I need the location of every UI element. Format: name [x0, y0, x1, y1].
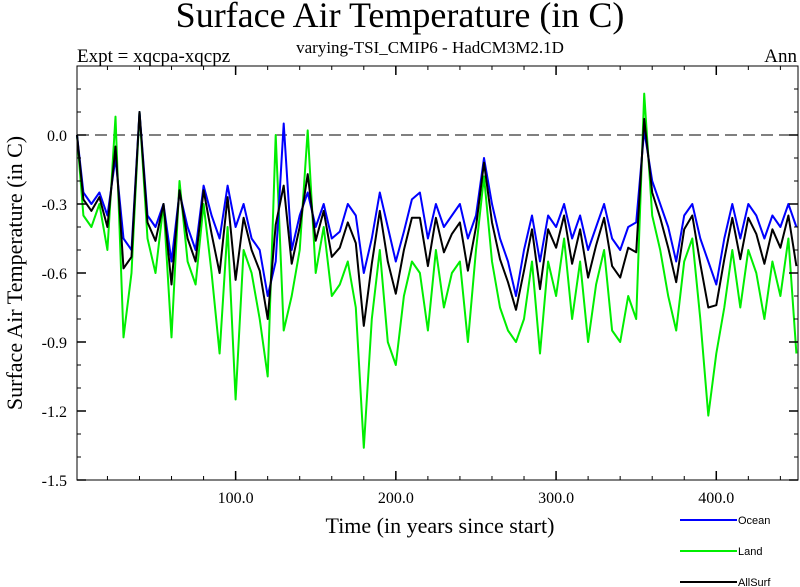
legend-label-allsurf: AllSurf: [738, 577, 771, 587]
chart-subtitle-right: Ann: [764, 46, 797, 67]
y-tick-label: -1.2: [42, 404, 67, 421]
legend-label-ocean: Ocean: [738, 515, 770, 527]
chart-title: Surface Air Temperature (in C): [176, 0, 625, 35]
plot-frame: [76, 65, 799, 481]
legend-label-land: Land: [738, 546, 762, 558]
series-line-land: [76, 92, 798, 449]
y-tick-label: -0.6: [42, 266, 67, 283]
y-tick-label: -0.9: [42, 335, 67, 352]
series-line-allsurf: [76, 111, 798, 327]
y-tick-label: -0.3: [42, 197, 67, 214]
x-tick-label: 300.0: [538, 490, 574, 507]
y-tick-label: -1.5: [42, 473, 67, 490]
y-tick-label: 0.0: [47, 128, 67, 145]
plot-area: 0.0 -0.3 -0.6 -0.9 -1.2 -1.5 100.0 200.0 300.0 40…: [42, 65, 799, 507]
x-tick-label: 400.0: [698, 490, 734, 507]
x-axis-label: Time (in years since start): [326, 513, 555, 538]
chart-subtitle-left: Expt = xqcpa-xqcpz: [77, 46, 230, 67]
series-line-ocean: [76, 111, 798, 297]
x-tick-label: 100.0: [218, 490, 254, 507]
x-tick-label: 200.0: [378, 490, 414, 507]
chart-subtitle-center: varying-TSI_CMIP6 - HadCM3M2.1D: [296, 38, 564, 57]
y-axis-label: Surface Air Temperature (in C): [2, 136, 27, 410]
legend: Ocean Land AllSurf: [680, 515, 771, 587]
